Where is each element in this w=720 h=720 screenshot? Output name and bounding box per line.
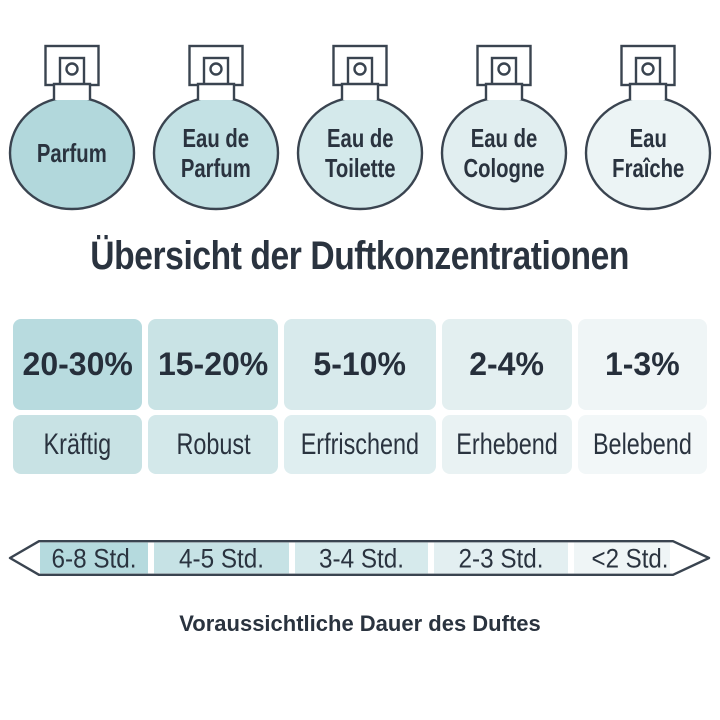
duration-segment [434, 542, 568, 574]
duration-label: 6-8 Std. [52, 544, 137, 574]
bottle-nozzle-hole [353, 62, 367, 76]
bottle-parfum: Parfum [0, 0, 144, 232]
caption-row: Voraussichtliche Dauer des Duftes [0, 611, 720, 637]
bottle-label: Eau Fraîche [611, 123, 685, 183]
bottles-row: Parfum Eau de Parfum Eau de Toilette [0, 0, 720, 232]
concentration-column-eau-fraiche: 1-3% Belebend [577, 319, 708, 474]
duration-label: 3-4 Std. [319, 544, 404, 574]
bottle-label-wrap: Eau de Toilette [288, 123, 432, 183]
perfume-bottle-icon [584, 44, 712, 211]
duration-label: 4-5 Std. [179, 544, 264, 574]
perfume-bottle-icon [152, 44, 280, 211]
descriptor-value: Kräftig [43, 427, 112, 461]
duration-segment [295, 542, 428, 574]
concentration-table: 20-30% Kräftig 15-20% Robust 5-10% Erfri… [0, 319, 720, 474]
concentration-column-eau-de-parfum: 15-20% Robust [148, 319, 278, 474]
duration-segment [40, 542, 148, 574]
percent-value: 20-30% [22, 346, 133, 382]
duration-caption: Voraussichtliche Dauer des Duftes [179, 611, 541, 636]
bottle-label-wrap: Eau de Cologne [432, 123, 576, 183]
perfume-bottle-icon [8, 44, 136, 211]
bottle-eau-de-cologne: Eau de Cologne [432, 0, 576, 232]
percent-value: 15-20% [157, 346, 269, 382]
percent-cell: 15-20% [148, 319, 278, 410]
percent-value: 2-4% [469, 346, 544, 382]
bottle-eau-fraiche: Eau Fraîche [576, 0, 720, 232]
bottle-neck [484, 82, 524, 100]
perfume-bottle-icon [440, 44, 568, 211]
duration-arrow-row: 6-8 Std. 4-5 Std. 3-4 Std. 2-3 Std. <2 S… [0, 539, 720, 579]
bottle-label: Eau de Cologne [463, 123, 545, 183]
bottle-label: Eau de Toilette [324, 123, 396, 183]
bottle-neck [196, 82, 236, 100]
bottle-neck [52, 82, 92, 100]
descriptor-value: Belebend [592, 427, 692, 461]
bottle-neck [340, 82, 380, 100]
perfume-bottle-icon [296, 44, 424, 211]
duration-label: 2-3 Std. [459, 544, 544, 574]
percent-cell: 20-30% [13, 319, 143, 410]
concentration-column-eau-de-toilette: 5-10% Erfrischend [283, 319, 436, 474]
percent-value: 1-3% [604, 346, 680, 382]
descriptor-cell: Robust [148, 415, 278, 474]
page-title: Übersicht der Duftkonzentrationen [90, 233, 630, 278]
bottle-label-wrap: Parfum [0, 138, 144, 168]
descriptor-cell: Erhebend [441, 415, 572, 474]
duration-segment [574, 542, 670, 574]
bottle-label-wrap: Eau de Parfum [144, 123, 288, 183]
concentration-column-eau-de-cologne: 2-4% Erhebend [441, 319, 572, 474]
bottle-nozzle-hole [209, 62, 223, 76]
bottle-nozzle-hole [497, 62, 511, 76]
bottle-eau-de-parfum: Eau de Parfum [144, 0, 288, 232]
duration-label: <2 Std. [592, 544, 669, 574]
bottle-label-wrap: Eau Fraîche [576, 123, 720, 183]
descriptor-value: Erfrischend [300, 427, 419, 461]
title-row: Übersicht der Duftkonzentrationen [0, 232, 720, 280]
percent-value: 5-10% [313, 346, 406, 382]
descriptor-cell: Kräftig [13, 415, 143, 474]
bottle-nozzle-hole [641, 62, 655, 76]
duration-arrow: 6-8 Std. 4-5 Std. 3-4 Std. 2-3 Std. <2 S… [8, 540, 711, 576]
bottle-nozzle-hole [65, 62, 79, 76]
percent-cell: 2-4% [441, 319, 572, 410]
duration-segment [154, 542, 289, 574]
concentration-column-parfum: 20-30% Kräftig [13, 319, 143, 474]
descriptor-cell: Erfrischend [283, 415, 436, 474]
bottle-label: Eau de Parfum [181, 123, 251, 183]
percent-cell: 1-3% [577, 319, 708, 410]
descriptor-cell: Belebend [577, 415, 708, 474]
bottle-label: Parfum [37, 138, 107, 168]
bottle-eau-de-toilette: Eau de Toilette [288, 0, 432, 232]
descriptor-value: Robust [176, 427, 251, 461]
bottle-neck [628, 82, 668, 100]
descriptor-value: Erhebend [455, 427, 558, 461]
percent-cell: 5-10% [283, 319, 436, 410]
